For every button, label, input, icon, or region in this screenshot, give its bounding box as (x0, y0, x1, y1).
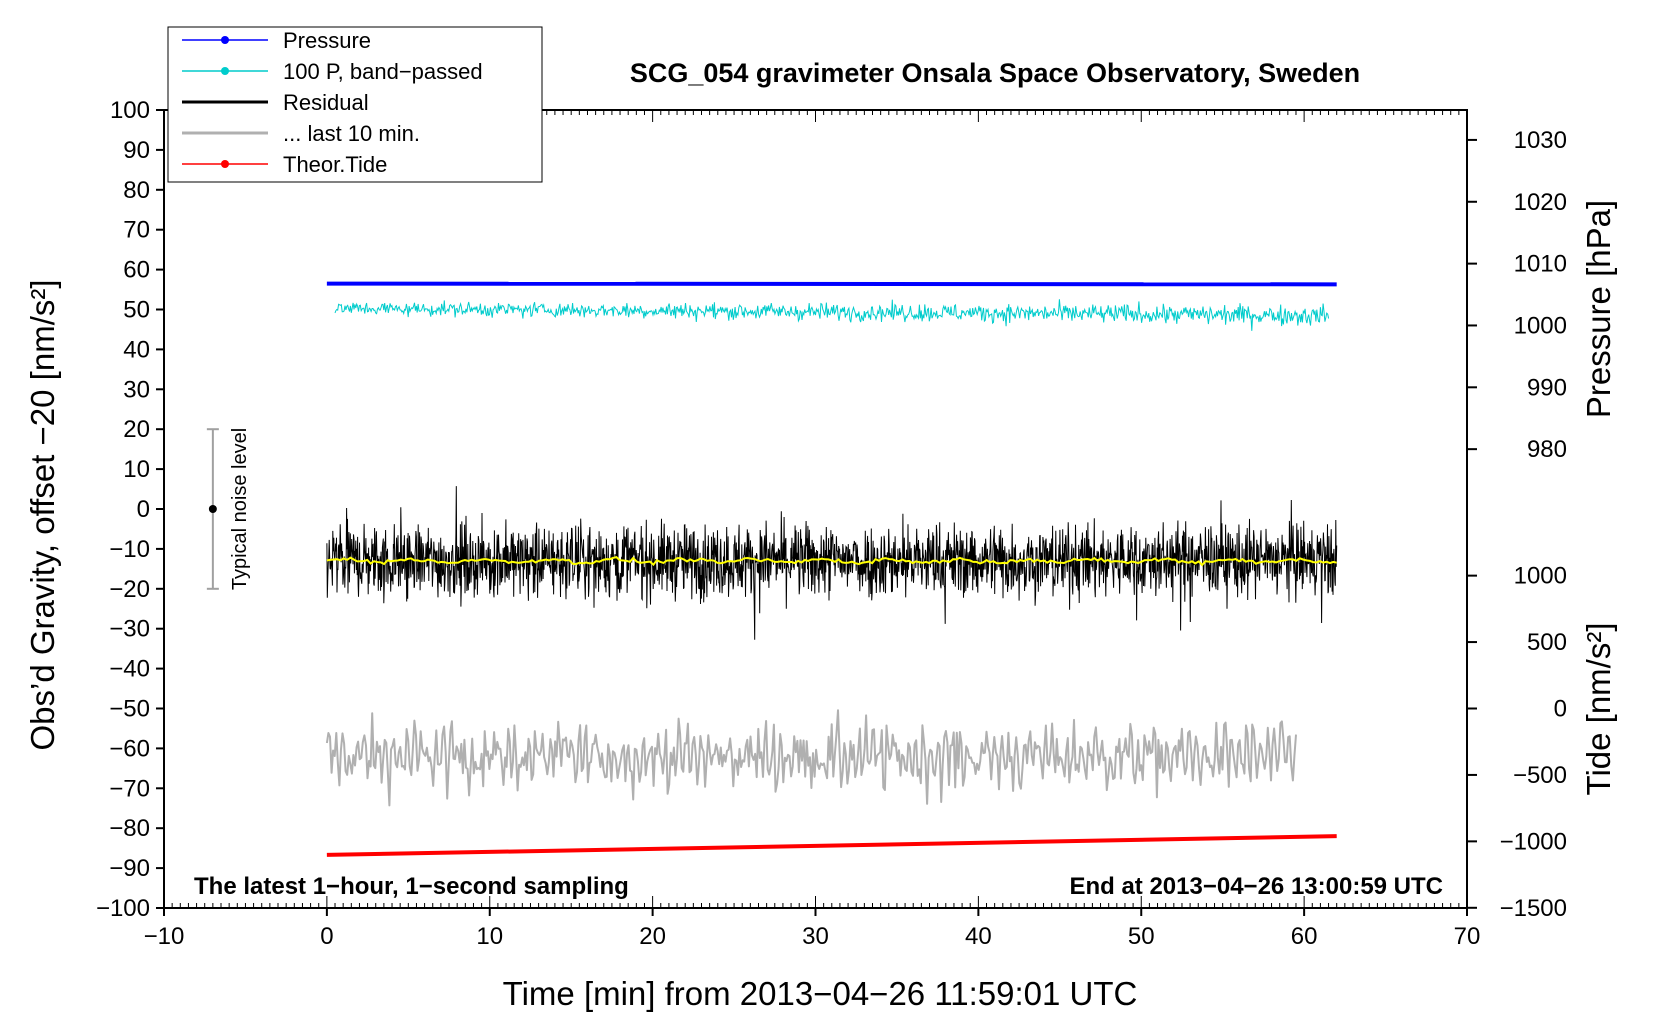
y-left-tick-label: 30 (123, 376, 150, 403)
y-left-tick-label: −70 (109, 775, 150, 802)
y-axis-left: 1009080706050403020100−10−20−30−40−50−60… (96, 97, 164, 922)
y-left-tick-label: 50 (123, 297, 150, 324)
tide-tick-label: −500 (1513, 762, 1567, 789)
y-left-tick-label: −60 (109, 735, 150, 762)
y-left-tick-label: 70 (123, 217, 150, 244)
annotation-end-time: End at 2013−04−26 13:00:59 UTC (1069, 873, 1443, 900)
y-left-tick-label: −40 (109, 656, 150, 683)
y-left-tick-label: 90 (123, 137, 150, 164)
pressure-tick-label: 1000 (1514, 312, 1567, 339)
legend-label: Residual (283, 90, 369, 115)
legend-label: ... last 10 min. (283, 121, 420, 146)
x-tick-label: −10 (144, 923, 185, 950)
tide-axis-title: Tide [nm/s²] (1580, 623, 1617, 796)
y-left-tick-label: −30 (109, 616, 150, 643)
y-axis-right: 1030 1020 1010 1000 990 980 1000 500 0 −500 −1000 −… (1467, 127, 1567, 922)
x-tick-label: 70 (1454, 923, 1481, 950)
legend-label: Pressure (283, 28, 371, 53)
pressure-tick-label: 1030 (1514, 127, 1567, 154)
plot-frame-border (163, 109, 1468, 909)
series-layer (325, 281, 1338, 857)
y-left-tick-label: −10 (109, 536, 150, 563)
pressure-axis-title: Pressure [hPa] (1580, 200, 1617, 418)
legend-marker (221, 36, 229, 44)
y-left-tick-label: 100 (110, 97, 150, 124)
series-pressure (326, 281, 1337, 287)
x-tick-label: 20 (639, 923, 666, 950)
tide-tick-label: −1000 (1500, 828, 1567, 855)
legend-marker (221, 67, 229, 75)
series-band-passed (334, 299, 1330, 331)
plot-frame (163, 109, 1468, 909)
chart-title: SCG_054 gravimeter Onsala Space Observat… (630, 58, 1360, 88)
x-axis: −10 0 10 20 30 40 50 60 70 (144, 908, 1481, 950)
x-tick-label: 40 (965, 923, 992, 950)
x-tick-label: 50 (1128, 923, 1155, 950)
y-left-tick-label: −90 (109, 855, 150, 882)
annotation-sampling: The latest 1−hour, 1−second sampling (194, 873, 629, 900)
legend-marker (221, 160, 229, 168)
y-left-tick-label: −20 (109, 576, 150, 603)
noise-indicator: Typical noise level (206, 428, 251, 590)
y-left-tick-label: 60 (123, 257, 150, 284)
series-last-10-min (325, 709, 1297, 807)
noise-label: Typical noise level (229, 428, 251, 590)
series-residual-smoothed (326, 556, 1337, 567)
series-theor-tide (326, 834, 1337, 857)
legend-label: 100 P, band−passed (283, 59, 483, 84)
y-left-tick-label: −50 (109, 696, 150, 723)
y-left-tick-label: 10 (123, 456, 150, 483)
y-left-tick-label: 0 (137, 496, 150, 523)
pressure-tick-label: 980 (1527, 436, 1567, 463)
pressure-tick-label: 990 (1527, 374, 1567, 401)
series-residual (326, 486, 1338, 640)
pressure-tick-label: 1010 (1514, 251, 1567, 278)
y-left-tick-label: 80 (123, 177, 150, 204)
tide-tick-label: 1000 (1514, 563, 1567, 590)
legend: Pressure 100 P, band−passed Residual ... la… (167, 26, 543, 183)
tide-tick-label: 0 (1554, 696, 1567, 723)
noise-center-dot (208, 505, 217, 513)
x-tick-label: 30 (802, 923, 829, 950)
y-left-tick-label: −100 (96, 895, 150, 922)
legend-box (167, 26, 543, 183)
y-left-tick-label: 20 (123, 416, 150, 443)
pressure-tick-label: 1020 (1514, 189, 1567, 216)
tide-tick-label: 500 (1527, 629, 1567, 656)
legend-label: Theor.Tide (283, 152, 387, 177)
y-axis-left-title: Obs’d Gravity, offset −20 [nm/s²] (24, 279, 61, 750)
y-left-tick-label: −80 (109, 815, 150, 842)
tide-tick-label: −1500 (1500, 895, 1567, 922)
x-tick-label: 10 (476, 923, 503, 950)
x-axis-title: Time [min] from 2013−04−26 11:59:01 UTC (503, 975, 1138, 1012)
x-tick-label: 60 (1291, 923, 1318, 950)
y-left-tick-label: 40 (123, 336, 150, 363)
x-tick-label: 0 (320, 923, 333, 950)
